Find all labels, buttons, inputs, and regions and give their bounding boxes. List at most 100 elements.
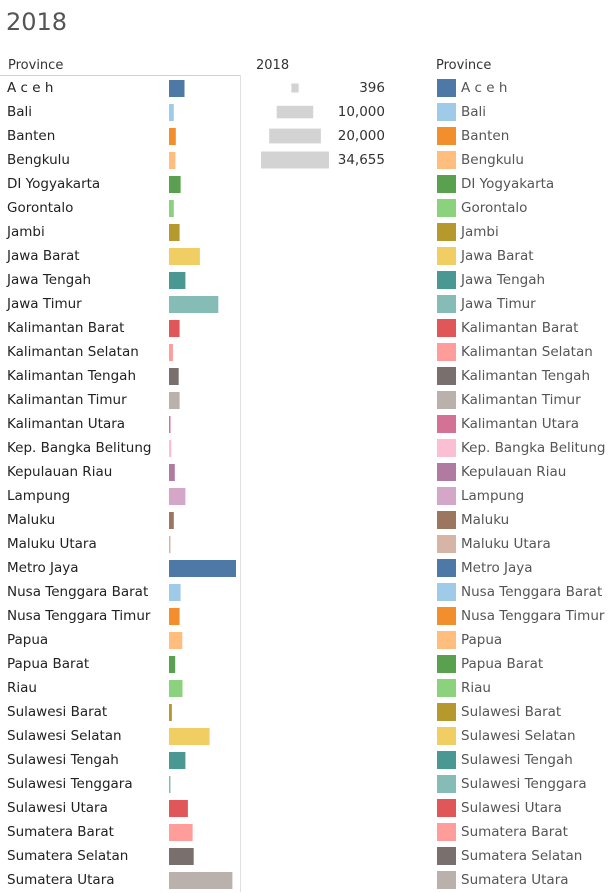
legend-label[interactable]: Lampung [461, 488, 525, 504]
legend-label[interactable]: Jawa Barat [461, 248, 534, 264]
bar[interactable] [169, 200, 174, 217]
bar[interactable] [169, 392, 180, 409]
legend-label[interactable]: Metro Jaya [461, 560, 533, 576]
legend-swatch[interactable] [437, 631, 456, 649]
legend-label[interactable]: Gorontalo [461, 200, 528, 216]
legend-label[interactable]: Sulawesi Tenggara [461, 776, 587, 792]
legend-swatch[interactable] [437, 871, 456, 889]
bar[interactable] [169, 704, 172, 721]
bar[interactable] [169, 536, 171, 553]
bar[interactable] [169, 632, 183, 649]
legend-swatch[interactable] [437, 607, 456, 625]
legend-swatch[interactable] [437, 391, 456, 409]
bar[interactable] [169, 728, 210, 745]
legend-swatch[interactable] [437, 847, 456, 865]
legend-label[interactable]: Sulawesi Utara [461, 800, 562, 816]
legend-swatch[interactable] [437, 295, 456, 313]
legend-label[interactable]: Kalimantan Selatan [461, 344, 593, 360]
bar[interactable] [169, 128, 176, 145]
legend-label[interactable]: Bengkulu [461, 152, 524, 168]
legend-label[interactable]: Sulawesi Selatan [461, 728, 576, 744]
legend-swatch[interactable] [437, 319, 456, 337]
legend-swatch[interactable] [437, 247, 456, 265]
legend-label[interactable]: Kep. Bangka Belitung [461, 440, 606, 456]
legend-label[interactable]: Riau [461, 680, 491, 696]
legend-label[interactable]: Sumatera Selatan [461, 848, 583, 864]
legend-label[interactable]: Kalimantan Barat [461, 320, 579, 336]
bar[interactable] [169, 224, 180, 241]
legend-label[interactable]: Sumatera Barat [461, 824, 568, 840]
legend-label[interactable]: Jambi [461, 224, 499, 240]
bar[interactable] [169, 656, 176, 673]
legend-swatch[interactable] [437, 655, 456, 673]
legend-label[interactable]: Papua [461, 632, 503, 648]
legend-swatch[interactable] [437, 343, 456, 361]
bar[interactable] [169, 872, 233, 889]
legend-swatch[interactable] [437, 79, 456, 97]
legend-swatch[interactable] [437, 175, 456, 193]
legend-label[interactable]: A c e h [461, 80, 508, 96]
legend-label[interactable]: Kepulauan Riau [461, 464, 567, 480]
legend-swatch[interactable] [437, 271, 456, 289]
legend-swatch[interactable] [437, 727, 456, 745]
legend-swatch[interactable] [437, 823, 456, 841]
legend-swatch[interactable] [437, 775, 456, 793]
legend-label[interactable]: Maluku [461, 512, 510, 528]
legend-swatch[interactable] [437, 223, 456, 241]
bar[interactable] [169, 800, 188, 817]
legend-label[interactable]: Bali [461, 104, 487, 120]
legend-swatch[interactable] [437, 535, 456, 553]
bar[interactable] [169, 848, 194, 865]
bar[interactable] [169, 824, 193, 841]
province-column-header[interactable]: Province [8, 58, 64, 73]
legend-label[interactable]: Nusa Tenggara Timur [461, 608, 605, 624]
legend-label[interactable]: Banten [461, 128, 510, 144]
bar[interactable] [169, 560, 236, 577]
legend-label[interactable]: Kalimantan Tengah [461, 368, 590, 384]
legend-swatch[interactable] [437, 415, 456, 433]
legend-swatch[interactable] [437, 703, 456, 721]
legend-swatch[interactable] [437, 679, 456, 697]
legend-swatch[interactable] [437, 439, 456, 457]
legend-label[interactable]: Nusa Tenggara Barat [461, 584, 603, 600]
legend-swatch[interactable] [437, 463, 456, 481]
legend-label[interactable]: DI Yogyakarta [461, 176, 555, 192]
bar[interactable] [169, 80, 185, 97]
bar[interactable] [169, 776, 171, 793]
legend-label[interactable]: Jawa Timur [461, 296, 536, 312]
legend-swatch[interactable] [437, 367, 456, 385]
legend-label[interactable]: Jawa Tengah [461, 272, 546, 288]
legend-swatch[interactable] [437, 103, 456, 121]
legend-swatch[interactable] [437, 199, 456, 217]
bar[interactable] [169, 416, 171, 433]
legend-swatch[interactable] [437, 751, 456, 769]
legend-swatch[interactable] [437, 487, 456, 505]
bar[interactable] [169, 608, 180, 625]
legend-swatch[interactable] [437, 559, 456, 577]
bar[interactable] [169, 464, 175, 481]
bar[interactable] [169, 176, 181, 193]
bar[interactable] [169, 368, 179, 385]
bar[interactable] [169, 584, 181, 601]
legend-label[interactable]: Kalimantan Utara [461, 416, 580, 432]
bar[interactable] [169, 152, 176, 169]
legend-label[interactable]: Sulawesi Tengah [461, 752, 573, 768]
legend-swatch[interactable] [437, 511, 456, 529]
legend-label[interactable]: Maluku Utara [461, 536, 551, 552]
legend-swatch[interactable] [437, 799, 456, 817]
bar[interactable] [169, 440, 172, 457]
bar[interactable] [169, 272, 186, 289]
bar[interactable] [169, 680, 183, 697]
bar[interactable] [169, 104, 174, 121]
bar[interactable] [169, 512, 174, 529]
legend-label[interactable]: Sumatera Utara [461, 872, 569, 888]
legend-swatch[interactable] [437, 151, 456, 169]
bar[interactable] [169, 296, 219, 313]
legend-label[interactable]: Sulawesi Barat [461, 704, 562, 720]
legend-swatch[interactable] [437, 127, 456, 145]
bar[interactable] [169, 344, 173, 361]
bar[interactable] [169, 248, 200, 265]
bar[interactable] [169, 320, 180, 337]
legend-swatch[interactable] [437, 583, 456, 601]
legend-label[interactable]: Kalimantan Timur [461, 392, 581, 408]
